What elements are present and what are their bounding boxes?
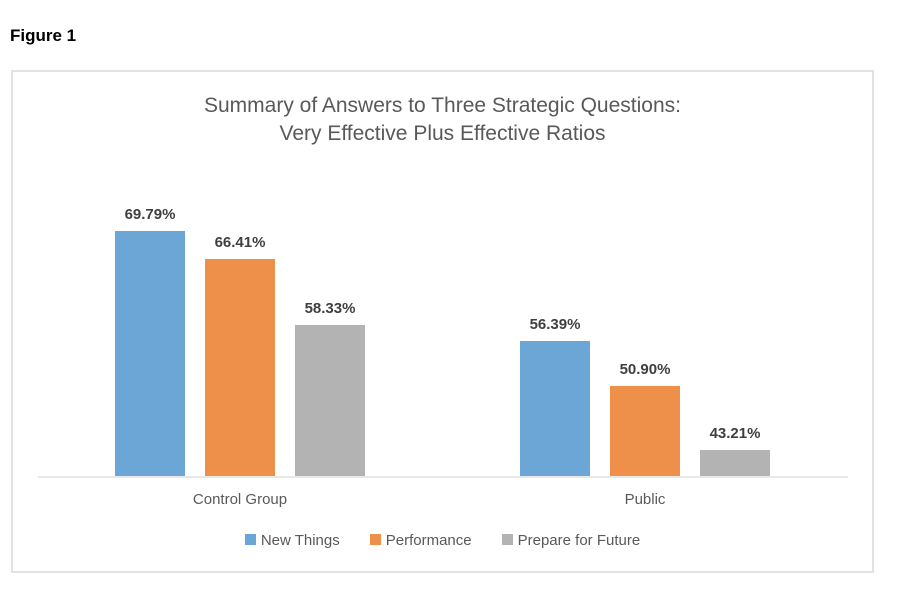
chart-title-line1: Summary of Answers to Three Strategic Qu… <box>204 94 681 117</box>
chart-title: Summary of Answers to Three Strategic Qu… <box>13 92 872 148</box>
legend-label-new-things: New Things <box>260 532 340 549</box>
data-label-prepare-for-future-control-group: 58.33% <box>304 300 356 317</box>
data-label-new-things-public: 56.39% <box>529 316 581 333</box>
category-label-public: Public <box>624 491 666 508</box>
legend-swatch-icon-new-things <box>244 534 256 545</box>
bar-new-things-public: 56.39% <box>520 316 590 476</box>
legend: New Things Performance Prepare for Future <box>13 532 872 549</box>
bar-performance-control-group: 66.41% <box>205 234 275 476</box>
data-label-prepare-for-future-public: 43.21% <box>709 425 761 442</box>
bar-prepare-for-future-control-group: 58.33% <box>295 300 365 476</box>
legend-label-prepare-for-future: Prepare for Future <box>517 532 641 549</box>
legend-label-performance: Performance <box>385 532 472 549</box>
chart-container: Summary of Answers to Three Strategic Qu… <box>11 70 874 573</box>
legend-item-new-things: New Things <box>244 532 340 549</box>
category-label-control-group: Control Group <box>192 491 288 508</box>
figure-label: Figure 1 <box>10 26 77 45</box>
data-label-performance-control-group: 66.41% <box>214 234 266 251</box>
legend-item-performance: Performance <box>369 532 472 549</box>
bar-group-control-group: 69.79% 66.41% 58.33% <box>38 188 443 476</box>
category-axis: Control Group Public <box>38 478 848 508</box>
plot-area: 69.79% 66.41% 58.33% 56.39% 50.90% 43.21% <box>37 188 848 478</box>
legend-swatch-icon-performance <box>369 534 381 545</box>
bar-prepare-for-future-public: 43.21% <box>700 425 770 476</box>
bar-new-things-control-group: 69.79% <box>115 206 185 476</box>
data-label-performance-public: 50.90% <box>619 361 671 378</box>
bar-performance-public: 50.90% <box>610 361 680 476</box>
bar-group-public: 56.39% 50.90% 43.21% <box>443 188 848 476</box>
legend-swatch-icon-prepare-for-future <box>501 534 513 545</box>
legend-item-prepare-for-future: Prepare for Future <box>501 532 641 549</box>
chart-title-line2: Very Effective Plus Effective Ratios <box>279 122 606 145</box>
data-label-new-things-control-group: 69.79% <box>124 206 176 223</box>
